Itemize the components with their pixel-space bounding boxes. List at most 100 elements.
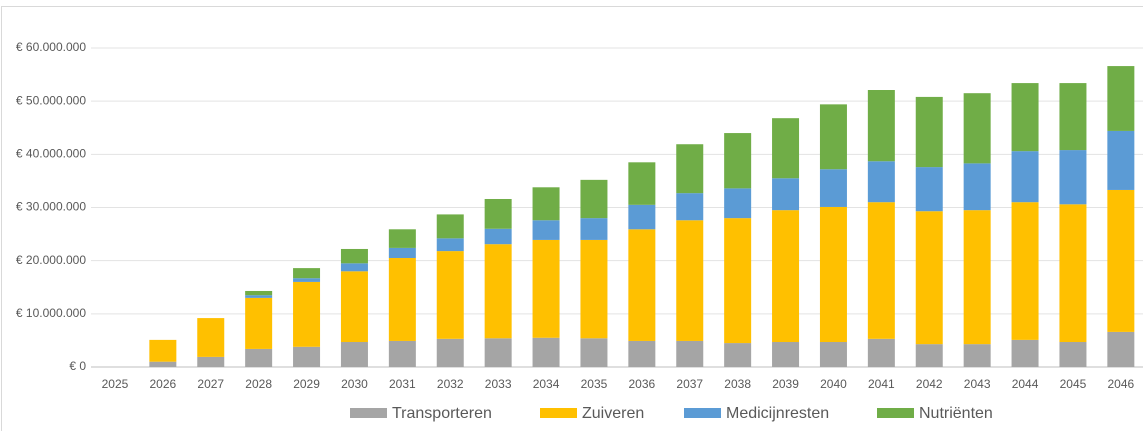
bar-segment: [628, 229, 656, 341]
legend-swatch: [877, 408, 914, 418]
x-tick-label: 2031: [389, 377, 416, 391]
bar-segment: [867, 161, 895, 203]
bar-segment: [484, 244, 512, 339]
x-tick-label: 2043: [964, 377, 991, 391]
bar-segment: [963, 344, 991, 367]
y-tick-label: € 30.000.000: [16, 200, 86, 214]
y-tick-label: € 40.000.000: [16, 147, 86, 161]
bar-segment: [676, 144, 704, 194]
x-tick-label: 2036: [628, 377, 655, 391]
bar-segment: [724, 133, 752, 189]
x-tick-label: 2032: [437, 377, 464, 391]
bar-segment: [1107, 130, 1135, 190]
bar-segment: [532, 239, 560, 338]
x-tick-label: 2044: [1012, 377, 1039, 391]
bar-segment: [724, 343, 752, 367]
bar-segment: [915, 344, 943, 367]
x-tick-label: 2045: [1060, 377, 1087, 391]
bar-segment: [580, 338, 608, 367]
bar-segment: [149, 339, 177, 362]
y-tick-label: € 20.000.000: [16, 253, 86, 267]
bar-segment: [340, 271, 368, 343]
bar-segment: [915, 96, 943, 168]
bar-segment: [580, 218, 608, 240]
bar-segment: [245, 290, 273, 296]
bar-segment: [436, 338, 464, 367]
bar-segment: [580, 239, 608, 339]
bar-segment: [484, 198, 512, 229]
bar-segment: [915, 211, 943, 345]
bar-segment: [819, 169, 847, 207]
bar-segment: [772, 342, 800, 367]
bar-segment: [484, 338, 512, 367]
x-tick-label: 2034: [533, 377, 560, 391]
bar-segment: [484, 228, 512, 245]
x-tick-label: 2027: [197, 377, 224, 391]
bar-segment: [1059, 83, 1087, 151]
chart-frame: [1, 6, 1143, 431]
x-tick-label: 2039: [772, 377, 799, 391]
bar-segment: [1011, 151, 1039, 203]
bar-segment: [772, 178, 800, 211]
x-tick-label: 2025: [102, 377, 129, 391]
bar-segment: [819, 104, 847, 170]
bar-segment: [867, 338, 895, 367]
bar-segment: [580, 179, 608, 219]
bar-segment: [867, 202, 895, 339]
bar-segment: [245, 295, 273, 298]
x-tick-label: 2035: [581, 377, 608, 391]
bar-segment: [532, 220, 560, 240]
bar-segment: [628, 162, 656, 205]
x-tick-label: 2028: [245, 377, 272, 391]
bar-segment: [388, 247, 416, 259]
x-tick-label: 2029: [293, 377, 320, 391]
bar-segment: [867, 90, 895, 162]
x-tick-label: 2033: [485, 377, 512, 391]
y-tick-label: € 50.000.000: [16, 93, 86, 107]
legend-swatch: [684, 408, 721, 418]
bar-segment: [245, 348, 273, 367]
x-tick-label: 2038: [724, 377, 751, 391]
bar-segment: [724, 218, 752, 344]
x-tick-label: 2040: [820, 377, 847, 391]
legend-label: Nutriënten: [919, 405, 993, 422]
bar-segment: [1059, 150, 1087, 205]
bar-segment: [388, 340, 416, 367]
bar-segment: [963, 210, 991, 345]
y-tick-label: € 0: [69, 359, 86, 373]
bar-segment: [1059, 342, 1087, 367]
bar-segment: [340, 248, 368, 264]
legend-label: Transporteren: [392, 405, 492, 422]
bar-segment: [293, 281, 321, 347]
bar-segment: [1107, 331, 1135, 367]
legend-label: Medicijnresten: [726, 405, 829, 422]
bar-segment: [676, 340, 704, 367]
bar-segment: [1011, 339, 1039, 367]
bar-segment: [388, 258, 416, 341]
legend-label: Zuiveren: [582, 405, 644, 422]
bar-segment: [532, 337, 560, 367]
bar-segment: [676, 220, 704, 341]
bar-segment: [628, 340, 656, 367]
bar-segment: [293, 268, 321, 279]
y-tick-label: € 10.000.000: [16, 306, 86, 320]
x-tick-label: 2046: [1107, 377, 1134, 391]
bar-segment: [1107, 189, 1135, 332]
bar-segment: [436, 251, 464, 339]
bar-segment: [436, 238, 464, 252]
bar-segment: [819, 206, 847, 343]
x-tick-label: 2042: [916, 377, 943, 391]
bar-segment: [676, 193, 704, 221]
bar-segment: [1059, 204, 1087, 343]
bar-segment: [293, 278, 321, 282]
x-tick-label: 2026: [149, 377, 176, 391]
bar-segment: [1107, 66, 1135, 131]
bar-segment: [915, 167, 943, 212]
bar-segment: [149, 361, 177, 367]
bar-segment: [819, 342, 847, 367]
bar-segment: [197, 318, 225, 357]
bar-segment: [340, 263, 368, 272]
bar-segment: [1011, 83, 1039, 152]
